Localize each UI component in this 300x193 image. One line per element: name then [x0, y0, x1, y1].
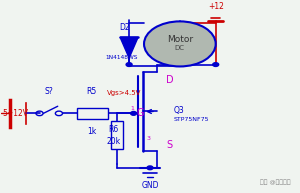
Polygon shape [120, 37, 138, 58]
Text: Vgs>4.5V: Vgs>4.5V [107, 91, 142, 96]
Text: 头条 @电路药丸: 头条 @电路药丸 [260, 179, 291, 185]
Text: R6: R6 [108, 125, 119, 134]
Text: Motor: Motor [167, 35, 193, 44]
Text: 5~12V: 5~12V [2, 109, 28, 118]
Text: 3: 3 [147, 136, 151, 141]
Text: D: D [167, 74, 174, 85]
Text: 1N4148WS: 1N4148WS [105, 55, 138, 60]
Text: R5: R5 [87, 87, 97, 96]
Circle shape [147, 166, 153, 170]
FancyBboxPatch shape [112, 121, 123, 149]
Text: DC: DC [175, 45, 185, 51]
Circle shape [213, 63, 219, 66]
Text: Q3: Q3 [174, 106, 184, 115]
Circle shape [126, 63, 132, 66]
Circle shape [144, 21, 216, 66]
Text: S: S [167, 140, 172, 150]
Text: 1: 1 [130, 106, 134, 111]
Text: 1k: 1k [87, 127, 96, 136]
Circle shape [130, 112, 136, 115]
Text: S?: S? [44, 87, 53, 96]
FancyBboxPatch shape [77, 108, 108, 119]
Text: +12: +12 [208, 2, 224, 11]
Text: G: G [136, 108, 144, 118]
Text: STP75NF75: STP75NF75 [174, 117, 209, 122]
Text: 20k: 20k [106, 137, 121, 146]
Text: GND: GND [141, 181, 159, 190]
Text: D2: D2 [119, 23, 130, 32]
